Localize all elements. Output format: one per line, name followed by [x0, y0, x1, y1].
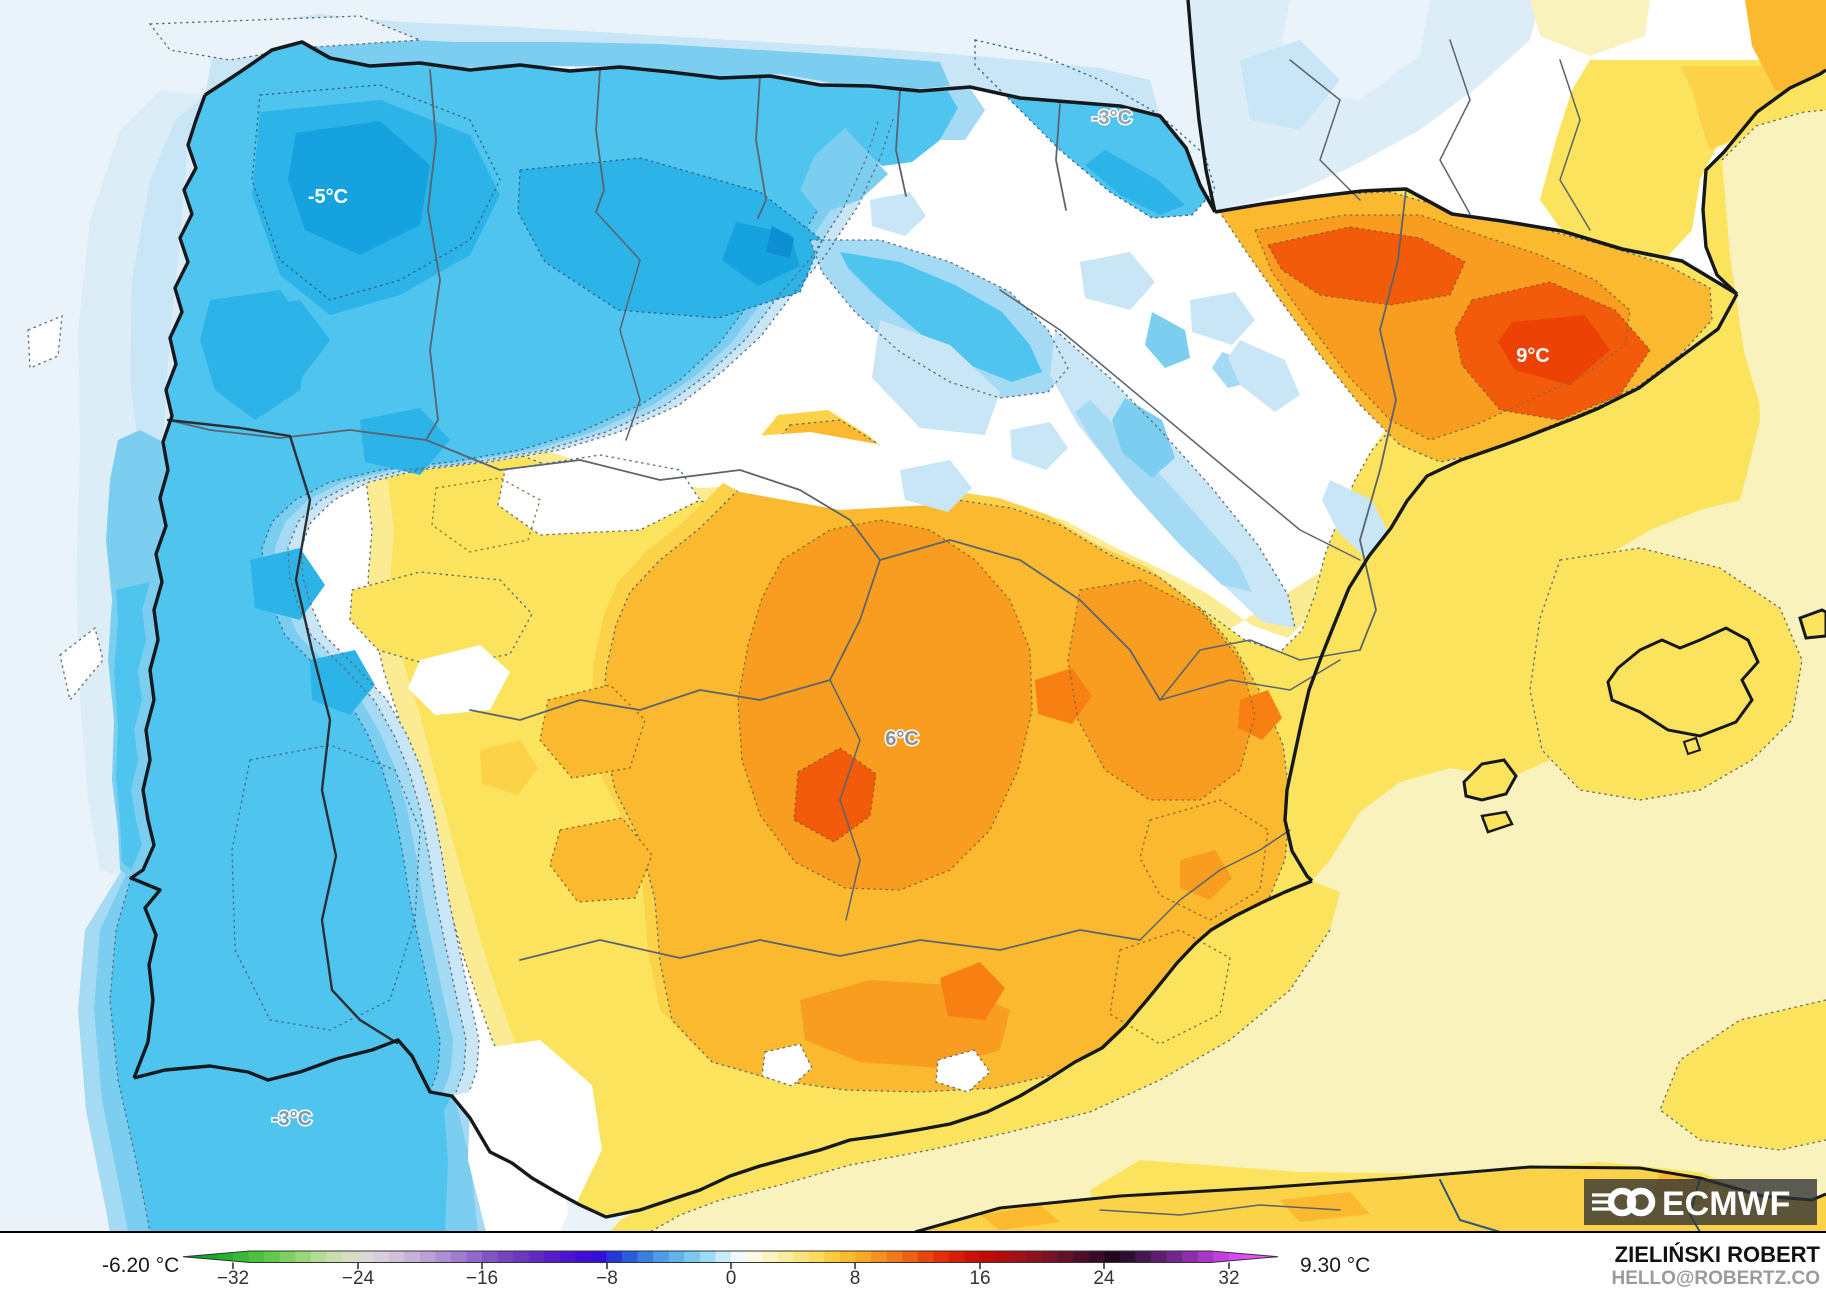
svg-text:−24: −24 [342, 1268, 375, 1287]
svg-text:-6.20 °C: -6.20 °C [102, 1254, 179, 1277]
svg-text:32: 32 [1218, 1268, 1239, 1287]
svg-text:9°C: 9°C [1516, 345, 1550, 367]
svg-text:16: 16 [969, 1268, 990, 1287]
svg-text:ECMWF: ECMWF [1662, 1185, 1790, 1223]
svg-text:-3°C: -3°C [272, 1108, 312, 1130]
svg-text:−32: −32 [217, 1268, 249, 1287]
svg-text:ZIELIŃSKI ROBERT: ZIELIŃSKI ROBERT [1615, 1242, 1821, 1267]
svg-text:-3°C: -3°C [1092, 107, 1132, 129]
svg-text:24: 24 [1093, 1268, 1115, 1287]
svg-text:9.30 °C: 9.30 °C [1300, 1254, 1370, 1277]
svg-text:−8: −8 [596, 1268, 618, 1287]
svg-text:HELLO@ROBERTZ.CO: HELLO@ROBERTZ.CO [1611, 1268, 1820, 1287]
svg-text:0: 0 [726, 1268, 737, 1287]
svg-text:6°C: 6°C [885, 728, 919, 750]
svg-text:-5°C: -5°C [308, 186, 348, 208]
svg-text:−16: −16 [466, 1268, 498, 1287]
svg-text:8: 8 [850, 1268, 861, 1287]
